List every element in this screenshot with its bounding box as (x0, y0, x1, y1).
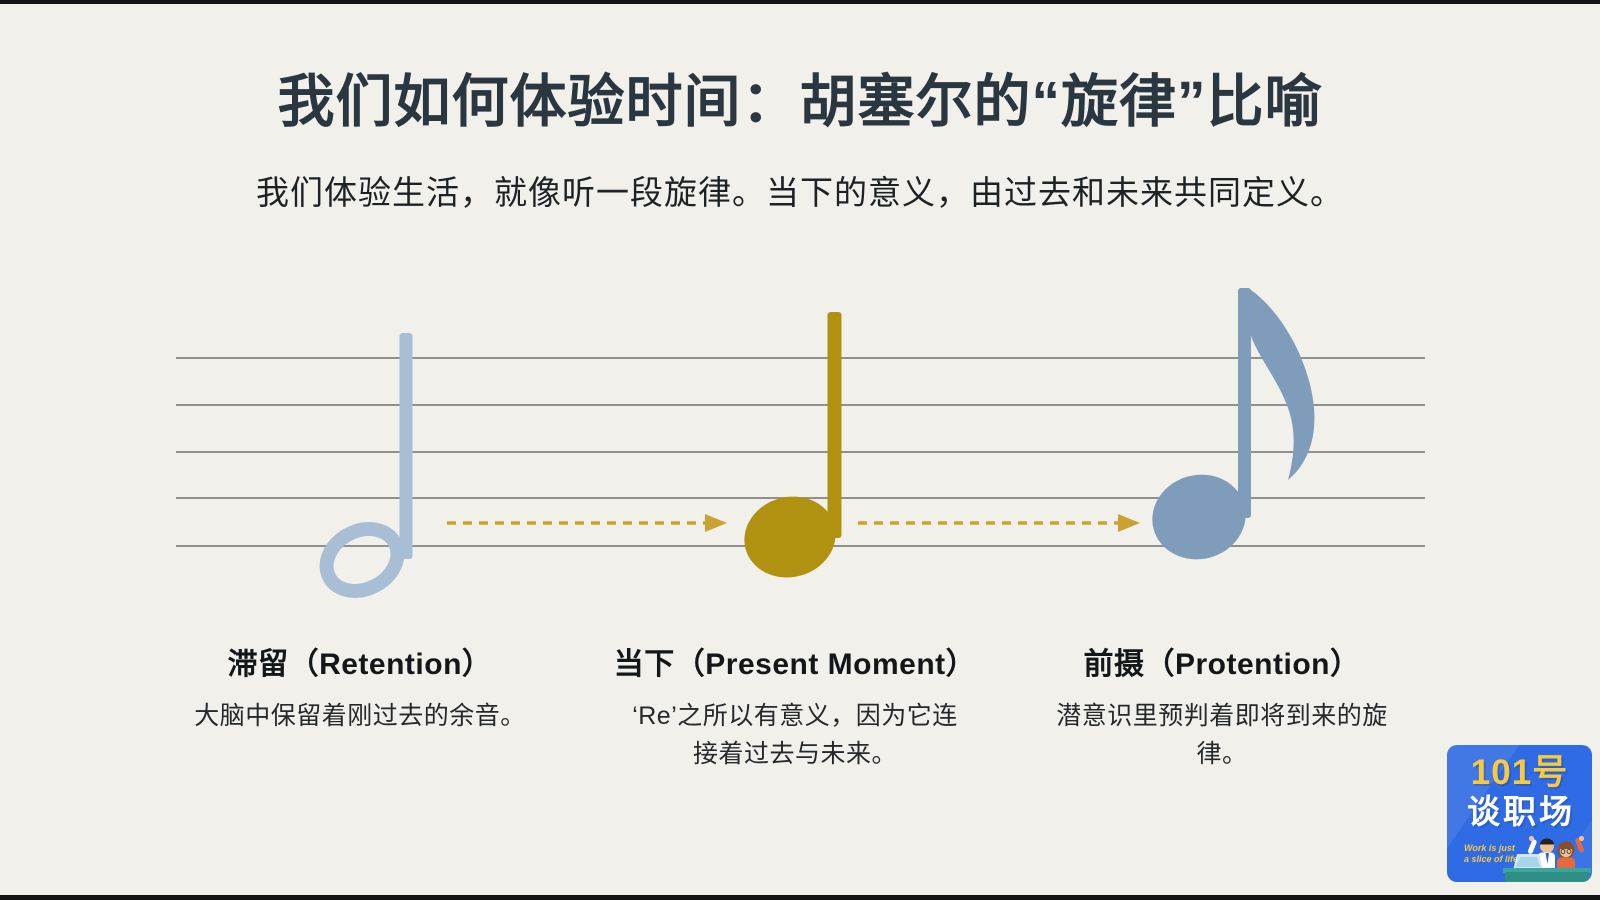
caption-present: 当下（Present Moment） ‘Re’之所以有意义，因为它连接着过去与未… (585, 645, 1005, 773)
logo-woman-glasses (1566, 849, 1572, 854)
letterbox-top (0, 0, 1600, 4)
caption-retention-heading: 滞留（Retention） (227, 648, 493, 681)
caption-protention-heading: 前摄（Protention） (1083, 648, 1361, 681)
retention-note-stem (399, 333, 413, 559)
logo-woman-arm (1575, 838, 1585, 853)
channel-logo-tagline-line2: a slice of life (1464, 854, 1519, 864)
channel-logo: 101号 谈职场 Work is just a slice of life (1447, 745, 1592, 882)
logo-illustration (1503, 835, 1591, 882)
protention-note-flag (1251, 290, 1315, 480)
logo-man-hair (1540, 838, 1554, 845)
caption-present-heading: 当下（Present Moment） (613, 648, 977, 681)
caption-row: 滞留（Retention） 大脑中保留着刚过去的余音。 当下（Present M… (0, 645, 1600, 795)
channel-logo-tagline-line1: Work is just (1464, 843, 1515, 853)
retention-note-icon (319, 333, 413, 598)
caption-present-body: ‘Re’之所以有意义，因为它连接着过去与未来。 (632, 702, 958, 768)
present-note-icon (744, 312, 842, 578)
channel-logo-tagline: Work is just a slice of life (1464, 843, 1518, 865)
logo-woman-hand (1578, 835, 1585, 842)
logo-desk (1503, 868, 1591, 882)
caption-retention: 滞留（Retention） 大脑中保留着刚过去的余音。 (150, 645, 570, 735)
channel-logo-line2: 谈职场 (1467, 793, 1575, 830)
logo-laptop-icon (1513, 854, 1543, 870)
logo-woman-figure (1557, 835, 1585, 873)
logo-woman-glasses (1560, 849, 1566, 854)
logo-man-arm (1527, 839, 1537, 854)
logo-woman-fringe (1559, 843, 1573, 849)
logo-man-figure (1527, 835, 1555, 871)
present-note-head (744, 496, 836, 578)
protention-note-icon (1152, 288, 1315, 560)
letterbox-bottom (0, 895, 1600, 900)
channel-logo-line1: 101号 (1470, 753, 1569, 792)
logo-desk-top (1503, 868, 1591, 873)
melody-diagram (176, 288, 1425, 598)
page-subtitle: 我们体验生活，就像听一段旋律。当下的意义，由过去和未来共同定义。 (256, 174, 1344, 211)
page-title: 我们如何体验时间：胡塞尔的“旋律”比喻 (277, 70, 1323, 134)
caption-protention: 前摄（Protention） 潜意识里预判着即将到来的旋律。 (1012, 645, 1432, 773)
flow-arrow-1 (447, 514, 727, 532)
caption-protention-body: 潜意识里预判着即将到来的旋律。 (1056, 702, 1388, 768)
retention-note-head (319, 522, 405, 598)
caption-retention-body: 大脑中保留着刚过去的余音。 (194, 702, 526, 730)
flow-arrow-2 (858, 514, 1140, 532)
present-note-stem (827, 312, 842, 538)
logo-man-tie (1545, 853, 1549, 864)
logo-man-hand (1528, 835, 1535, 842)
protention-note-stem (1238, 288, 1251, 518)
protention-note-head (1152, 474, 1246, 560)
logo-laptop-screen-inner (1516, 857, 1540, 867)
flow-arrow-1-head (705, 514, 727, 532)
logo-desk-front (1505, 872, 1589, 882)
flow-arrow-2-head (1118, 514, 1140, 532)
logo-man-shirt (1538, 852, 1555, 871)
